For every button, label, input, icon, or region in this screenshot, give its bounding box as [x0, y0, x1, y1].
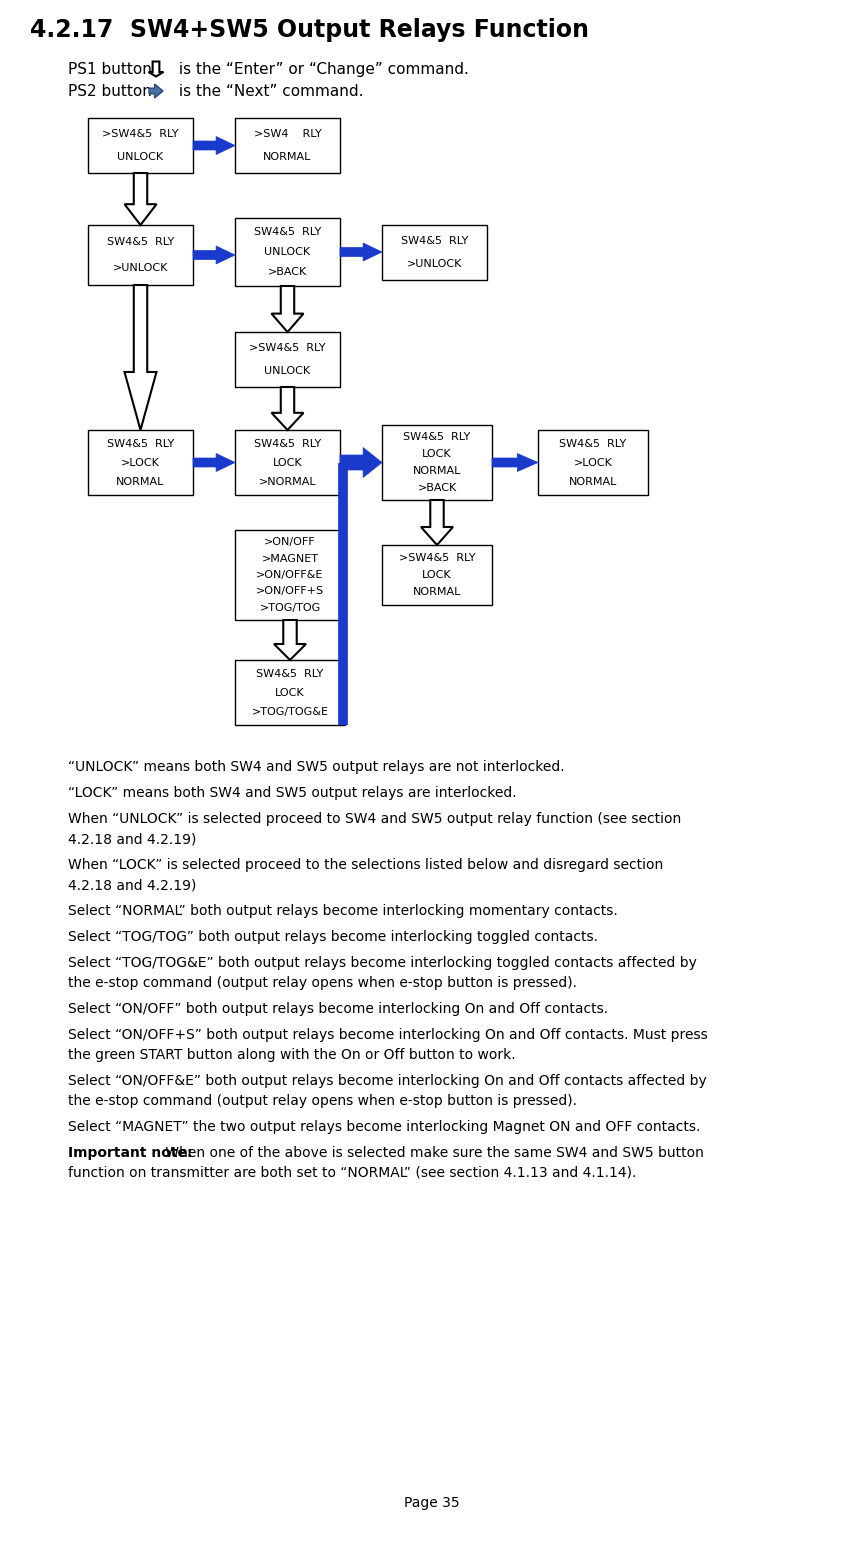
Text: When “LOCK” is selected proceed to the selections listed below and disregard sec: When “LOCK” is selected proceed to the s…: [68, 858, 664, 872]
Text: NORMAL: NORMAL: [413, 587, 461, 598]
Text: Select “NORMAL” both output relays become interlocking momentary contacts.: Select “NORMAL” both output relays becom…: [68, 905, 618, 918]
Text: >LOCK: >LOCK: [121, 458, 160, 467]
Text: >ON/OFF&E: >ON/OFF&E: [256, 570, 324, 579]
Text: >TOG/TOG: >TOG/TOG: [260, 603, 321, 613]
Text: Important note:: Important note:: [68, 1147, 192, 1160]
Text: >SW4&5  RLY: >SW4&5 RLY: [249, 342, 325, 353]
Text: >LOCK: >LOCK: [574, 458, 613, 467]
Bar: [235, 331, 340, 387]
Text: SW4&5  RLY: SW4&5 RLY: [403, 433, 470, 442]
Text: SW4&5  RLY: SW4&5 RLY: [256, 669, 324, 678]
Text: 4.2.17  SW4+SW5 Output Relays Function: 4.2.17 SW4+SW5 Output Relays Function: [30, 18, 589, 42]
Text: NORMAL: NORMAL: [263, 153, 312, 162]
Bar: [538, 430, 648, 495]
Text: When one of the above is selected make sure the same SW4 and SW5 button: When one of the above is selected make s…: [161, 1147, 704, 1160]
Text: PS1 button: PS1 button: [68, 62, 152, 77]
Text: “UNLOCK” means both SW4 and SW5 output relays are not interlocked.: “UNLOCK” means both SW4 and SW5 output r…: [68, 760, 564, 774]
Bar: [235, 530, 345, 619]
Text: the green START button along with the On or Off button to work.: the green START button along with the On…: [68, 1048, 515, 1062]
Text: >UNLOCK: >UNLOCK: [406, 259, 463, 270]
Bar: [235, 119, 340, 173]
Text: PS2 button: PS2 button: [68, 85, 152, 99]
Text: UNLOCK: UNLOCK: [117, 153, 164, 162]
Text: >TOG/TOG&E: >TOG/TOG&E: [251, 706, 329, 717]
Text: SW4&5  RLY: SW4&5 RLY: [107, 237, 174, 247]
Polygon shape: [148, 62, 163, 77]
Text: Select “ON/OFF+S” both output relays become interlocking On and Off contacts. Mu: Select “ON/OFF+S” both output relays bec…: [68, 1028, 708, 1042]
Bar: [235, 660, 345, 724]
Text: 4.2.18 and 4.2.19): 4.2.18 and 4.2.19): [68, 832, 197, 846]
Text: SW4&5  RLY: SW4&5 RLY: [107, 439, 174, 448]
Text: SW4&5  RLY: SW4&5 RLY: [254, 227, 321, 237]
Text: >SW4    RLY: >SW4 RLY: [254, 129, 321, 139]
Text: Select “ON/OFF” both output relays become interlocking On and Off contacts.: Select “ON/OFF” both output relays becom…: [68, 1002, 608, 1016]
Text: “LOCK” means both SW4 and SW5 output relays are interlocked.: “LOCK” means both SW4 and SW5 output rel…: [68, 786, 517, 800]
Bar: [382, 425, 492, 499]
Polygon shape: [274, 619, 306, 660]
Text: Select “MAGNET” the two output relays become interlocking Magnet ON and OFF cont: Select “MAGNET” the two output relays be…: [68, 1120, 701, 1134]
Polygon shape: [124, 285, 156, 430]
Text: >BACK: >BACK: [268, 267, 307, 277]
Text: LOCK: LOCK: [273, 458, 302, 467]
Text: 4.2.18 and 4.2.19): 4.2.18 and 4.2.19): [68, 878, 197, 892]
Polygon shape: [272, 387, 304, 430]
Text: is the “Next” command.: is the “Next” command.: [174, 85, 363, 99]
Text: Select “TOG/TOG” both output relays become interlocking toggled contacts.: Select “TOG/TOG” both output relays beco…: [68, 931, 598, 945]
Polygon shape: [340, 243, 382, 260]
Polygon shape: [124, 173, 156, 225]
Text: Page 35: Page 35: [404, 1496, 459, 1510]
Text: the e-stop command (output relay opens when e-stop button is pressed).: the e-stop command (output relay opens w…: [68, 975, 577, 989]
Text: SW4&5  RLY: SW4&5 RLY: [254, 439, 321, 448]
Text: >SW4&5  RLY: >SW4&5 RLY: [399, 553, 476, 562]
Polygon shape: [492, 453, 538, 472]
Text: is the “Enter” or “Change” command.: is the “Enter” or “Change” command.: [174, 62, 469, 77]
Text: NORMAL: NORMAL: [117, 476, 165, 487]
Text: NORMAL: NORMAL: [413, 465, 461, 476]
Polygon shape: [149, 85, 163, 99]
Text: SW4&5  RLY: SW4&5 RLY: [401, 236, 468, 245]
Text: >MAGNET: >MAGNET: [261, 553, 318, 564]
Text: UNLOCK: UNLOCK: [264, 367, 311, 376]
Text: >NORMAL: >NORMAL: [259, 476, 317, 487]
Polygon shape: [193, 453, 235, 472]
Text: SW4&5  RLY: SW4&5 RLY: [559, 439, 627, 448]
Text: When “UNLOCK” is selected proceed to SW4 and SW5 output relay function (see sect: When “UNLOCK” is selected proceed to SW4…: [68, 812, 681, 826]
Bar: [382, 546, 492, 606]
Text: LOCK: LOCK: [275, 687, 305, 698]
Text: >UNLOCK: >UNLOCK: [113, 264, 168, 273]
Bar: [235, 430, 340, 495]
Text: function on transmitter are both set to “NORMAL” (see section 4.1.13 and 4.1.14): function on transmitter are both set to …: [68, 1167, 636, 1180]
Polygon shape: [340, 447, 382, 478]
Bar: [88, 119, 193, 173]
Bar: [382, 225, 487, 280]
Text: Select “TOG/TOG&E” both output relays become interlocking toggled contacts affec: Select “TOG/TOG&E” both output relays be…: [68, 955, 697, 969]
Text: NORMAL: NORMAL: [569, 476, 617, 487]
Polygon shape: [272, 287, 304, 331]
Text: LOCK: LOCK: [422, 570, 452, 579]
Polygon shape: [193, 137, 235, 154]
Text: LOCK: LOCK: [422, 448, 452, 459]
Text: UNLOCK: UNLOCK: [264, 247, 311, 257]
Polygon shape: [193, 247, 235, 264]
Bar: [88, 225, 193, 285]
Text: Select “ON/OFF&E” both output relays become interlocking On and Off contacts aff: Select “ON/OFF&E” both output relays bec…: [68, 1074, 707, 1088]
Text: >BACK: >BACK: [418, 482, 457, 493]
Text: the e-stop command (output relay opens when e-stop button is pressed).: the e-stop command (output relay opens w…: [68, 1094, 577, 1108]
Text: >SW4&5  RLY: >SW4&5 RLY: [102, 129, 179, 139]
Polygon shape: [421, 499, 453, 546]
Bar: [88, 430, 193, 495]
Text: >ON/OFF+S: >ON/OFF+S: [256, 587, 324, 596]
Bar: [235, 217, 340, 287]
Text: >ON/OFF: >ON/OFF: [264, 538, 316, 547]
